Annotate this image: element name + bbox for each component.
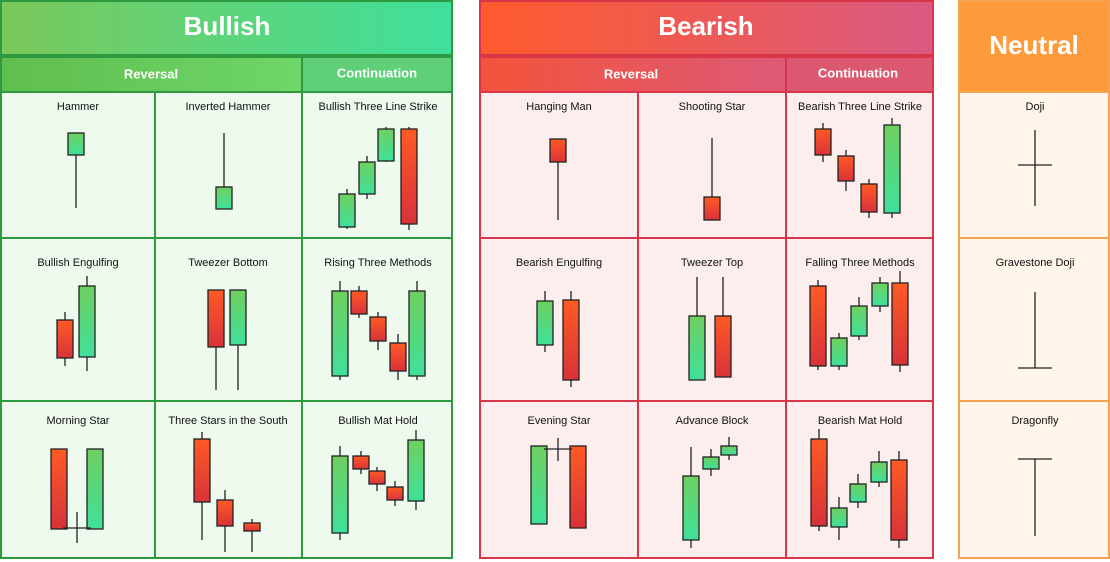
pattern-label: Dragonfly [1011,415,1059,427]
pattern-label: Bullish Engulfing [37,257,118,269]
subheader: Continuation [818,65,898,80]
candle-body [229,289,247,346]
candle-body [67,132,85,156]
subheader: Continuation [337,65,417,80]
candle-body [702,456,720,470]
candle-body [215,186,233,210]
pattern-label: Evening Star [528,415,591,427]
candle-body [870,461,888,483]
pattern-label: Shooting Star [679,101,746,113]
candle-body [50,448,68,530]
section-title: Neutral [989,30,1079,60]
candle-body [86,448,104,530]
pattern-label: Rising Three Methods [324,257,432,269]
candle-body [814,128,832,156]
pattern-label: Tweezer Bottom [188,257,267,269]
candle-body [569,445,587,529]
candle-body [56,319,74,359]
candle-body [549,138,567,163]
pattern-label: Bearish Engulfing [516,257,602,269]
candle-body [243,522,261,532]
pattern-label: Hammer [57,101,100,113]
candle-body [368,470,386,485]
candle-body [883,124,901,214]
candle-body [338,193,356,228]
candle-body [891,282,909,366]
pattern-label: Bearish Mat Hold [818,415,902,427]
candle-body [350,290,368,315]
candle-body [688,315,706,381]
pattern-label: Hanging Man [526,101,591,113]
candle-body [193,438,211,503]
pattern-label: Three Stars in the South [168,415,287,427]
pattern-label: Advance Block [676,415,749,427]
pattern-label: Bullish Three Line Strike [318,101,437,113]
candle-body [871,282,889,307]
candle-body [860,183,878,213]
pattern-label: Doji [1026,101,1045,113]
candle-body [78,285,96,358]
candle-body [207,289,225,348]
candle-body [530,445,548,525]
pattern-label: Inverted Hammer [186,101,271,113]
candle-body [714,315,732,378]
section-title: Bullish [184,11,271,41]
candle-body [850,305,868,337]
candle-body [849,483,867,503]
candle-body [408,290,426,377]
candle-body [703,196,721,221]
candle-body [720,445,738,456]
candle-body [837,155,855,182]
candle-body [562,299,580,381]
pattern-label: Gravestone Doji [996,257,1075,269]
candle-body [830,507,848,528]
candle-body [216,499,234,527]
neutral-panel [958,0,1110,559]
candle-body [682,475,700,541]
candle-body [890,459,908,541]
candle-body [331,290,349,377]
candle-body [536,300,554,346]
candle-body [407,439,425,502]
candle-body [352,455,370,470]
candle-body [369,316,387,342]
bearish-panel [479,0,934,559]
candle-body [830,337,848,367]
candle-body [810,438,828,527]
candle-body [358,161,376,195]
pattern-label: Morning Star [47,415,110,427]
candle-body [389,342,407,372]
subheader: Reversal [124,66,178,81]
subheader: Reversal [604,66,658,81]
pattern-label: Bearish Three Line Strike [798,101,922,113]
section-title: Bearish [658,11,753,41]
candle-body [331,455,349,534]
pattern-label: Falling Three Methods [805,257,915,269]
candle-body [386,486,404,501]
candle-body [400,128,418,225]
candle-body [809,285,827,367]
pattern-label: Tweezer Top [681,257,743,269]
candles [50,118,1052,552]
candle-body [377,128,395,162]
bullish-panel [0,0,453,559]
pattern-label: Bullish Mat Hold [338,415,417,427]
